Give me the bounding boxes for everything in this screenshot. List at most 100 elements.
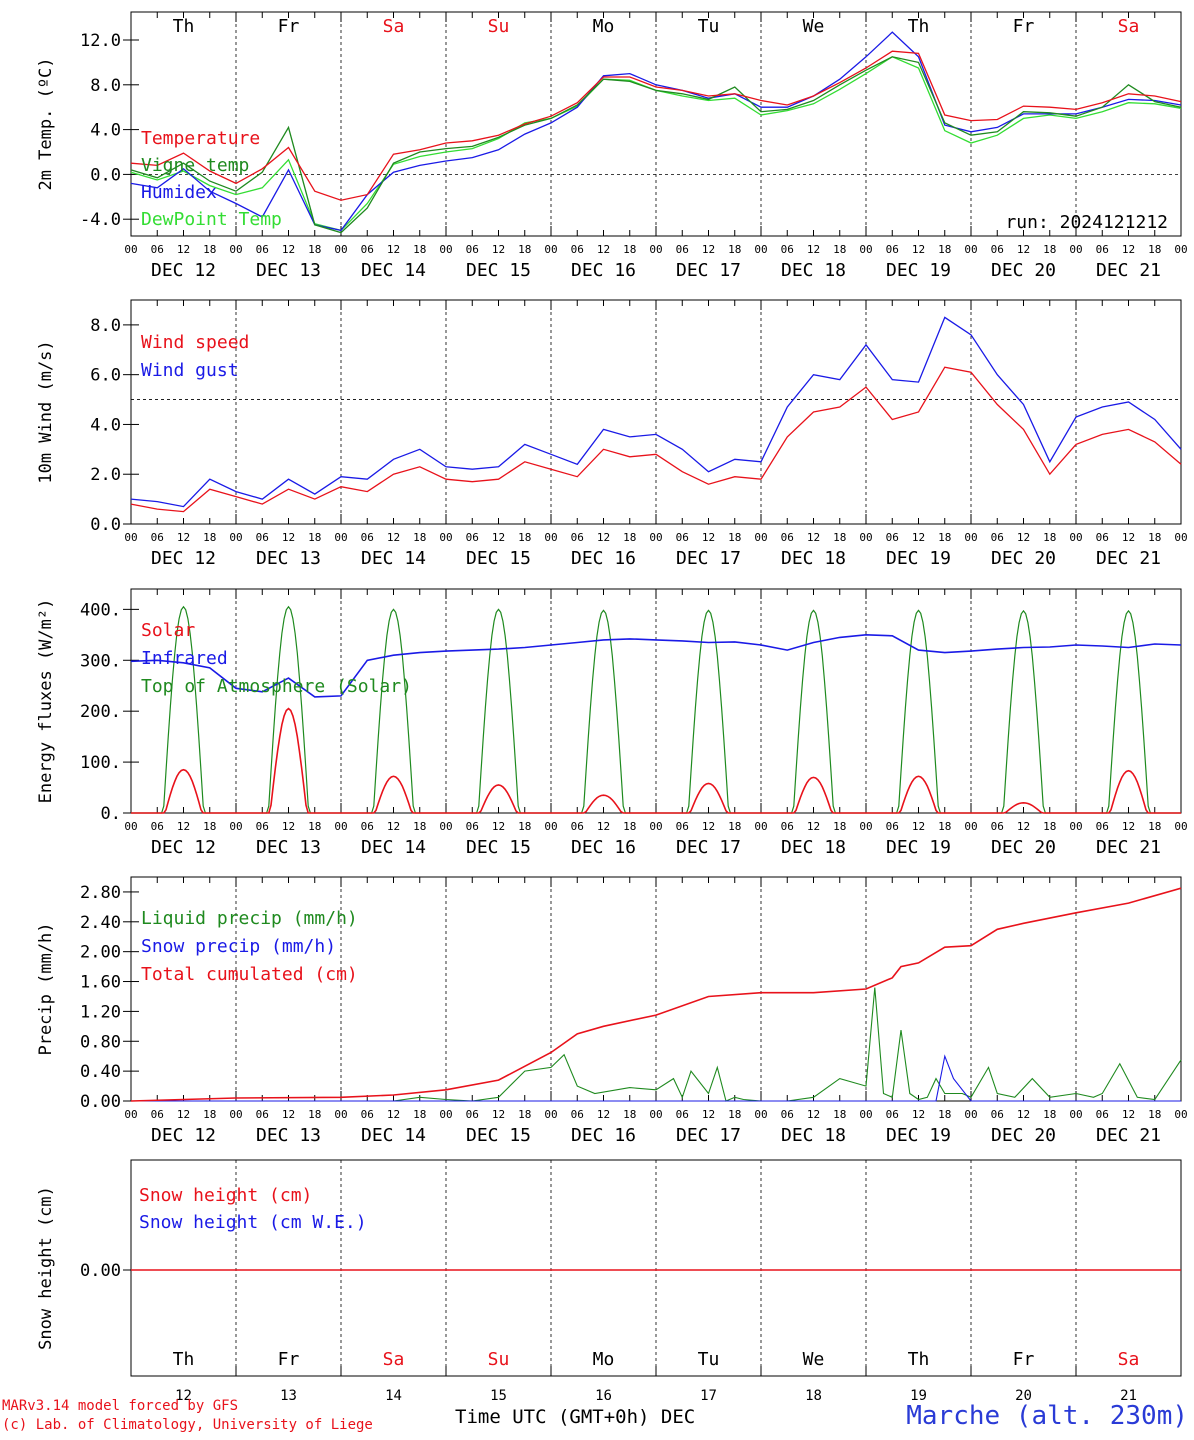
date-label: DEC 18 (781, 1125, 846, 1146)
day-name-label: Fr (1013, 1349, 1035, 1370)
day-number-label: 17 (700, 1388, 717, 1404)
day-name-label: Fr (1013, 16, 1035, 37)
hour-tick-label: 12 (597, 820, 610, 833)
hour-tick-label: 18 (1043, 1108, 1056, 1121)
hour-tick-label: 00 (439, 820, 452, 833)
hour-tick-label: 06 (256, 1108, 269, 1121)
hour-tick-label: 18 (728, 1108, 741, 1121)
hour-tick-label: 12 (1122, 243, 1135, 256)
day-number-label: 21 (1120, 1388, 1137, 1404)
series-line (130, 887, 1182, 1102)
hour-tick-label: 00 (859, 1108, 872, 1121)
hour-tick-label: 12 (597, 531, 610, 544)
hour-tick-label: 12 (1122, 531, 1135, 544)
day-number-label: 19 (910, 1388, 927, 1404)
hour-tick-label: 18 (623, 243, 636, 256)
date-label: DEC 21 (1096, 260, 1161, 281)
hour-tick-label: 12 (912, 1108, 925, 1121)
hour-tick-label: 06 (676, 243, 689, 256)
date-label: DEC 14 (361, 837, 426, 858)
legend-entry: Snow precip (mm/h) (141, 936, 336, 957)
hour-tick-label: 00 (229, 243, 242, 256)
date-label: DEC 17 (676, 837, 741, 858)
date-label: DEC 20 (991, 1125, 1056, 1146)
hour-tick-label: 12 (387, 820, 400, 833)
date-label: DEC 21 (1096, 837, 1161, 858)
legend-entry: Snow height (cm W.E.) (139, 1212, 367, 1233)
series-line (236, 707, 341, 814)
hour-tick-label: 00 (439, 531, 452, 544)
hour-tick-label: 00 (439, 243, 452, 256)
hour-tick-label: 06 (151, 243, 164, 256)
hour-tick-label: 00 (1174, 1108, 1187, 1121)
day-name-label: We (803, 1349, 825, 1370)
hour-tick-label: 18 (938, 820, 951, 833)
hour-tick-label: 18 (728, 531, 741, 544)
legend-entry: Total cumulated (cm) (141, 964, 358, 985)
station-name: Marche (alt. 230m) (906, 1401, 1188, 1431)
model-credit: MARv3.14 model forced by GFS (c) Lab. of… (2, 1397, 373, 1435)
hour-tick-label: 18 (203, 1108, 216, 1121)
hour-tick-label: 12 (387, 1108, 400, 1121)
hour-tick-label: 12 (807, 243, 820, 256)
legend-entry: Temperature (141, 128, 260, 149)
y-tick-label: 12.0 (80, 31, 121, 51)
day-name-label: Th (908, 16, 930, 37)
hour-tick-label: 18 (518, 820, 531, 833)
y-tick-label: 400. (80, 600, 121, 620)
hour-tick-label: 00 (649, 820, 662, 833)
legend-entry: Infrared (141, 648, 228, 669)
day-name-label: Mo (593, 1349, 615, 1370)
hour-tick-label: 06 (256, 531, 269, 544)
hour-tick-label: 18 (518, 531, 531, 544)
legend-entry: Wind gust (141, 360, 239, 381)
energy-flux-panel: 0. 100. 200. 300. 400. Energy fluxes (W/m²) So… (36, 588, 1188, 858)
date-label: DEC 19 (886, 1125, 951, 1146)
date-label: DEC 20 (991, 260, 1056, 281)
hour-tick-label: 18 (938, 243, 951, 256)
date-label: DEC 17 (676, 260, 741, 281)
hour-tick-label: 12 (492, 531, 505, 544)
hour-tick-label: 00 (964, 1108, 977, 1121)
hour-tick-label: 12 (1017, 1108, 1030, 1121)
hour-tick-label: 06 (256, 243, 269, 256)
hour-tick-label: 06 (361, 1108, 374, 1121)
x-axis-title: Time UTC (GMT+0h) DEC (455, 1406, 695, 1428)
plot-frame (130, 299, 1182, 525)
series-line (130, 366, 1182, 513)
series-line (1076, 769, 1181, 814)
date-label: DEC 16 (571, 837, 636, 858)
hour-tick-label: 00 (229, 531, 242, 544)
hour-tick-label: 00 (439, 1108, 452, 1121)
y-tick-label: 1.20 (80, 1002, 121, 1022)
hour-tick-label: 18 (1148, 1108, 1161, 1121)
y-tick-label: 200. (80, 702, 121, 722)
hour-tick-label: 06 (466, 531, 479, 544)
day-name-label: Th (173, 16, 195, 37)
series-line (341, 608, 446, 814)
hour-tick-label: 00 (859, 531, 872, 544)
hour-tick-label: 06 (256, 820, 269, 833)
hour-tick-label: 06 (781, 820, 794, 833)
day-name-label: Mo (593, 16, 615, 37)
hour-tick-label: 12 (1017, 243, 1030, 256)
date-label: DEC 13 (256, 1125, 321, 1146)
date-label: DEC 18 (781, 260, 846, 281)
hour-tick-label: 00 (1069, 243, 1082, 256)
hour-tick-label: 12 (912, 243, 925, 256)
date-label: DEC 19 (886, 548, 951, 569)
hour-tick-label: 00 (964, 531, 977, 544)
hour-tick-label: 06 (676, 820, 689, 833)
hour-tick-label: 00 (544, 820, 557, 833)
hour-tick-label: 12 (702, 1108, 715, 1121)
hour-tick-label: 12 (177, 531, 190, 544)
series-line (551, 794, 656, 814)
y-tick-label: 8.0 (90, 316, 121, 336)
hour-tick-label: 06 (571, 531, 584, 544)
date-label: DEC 16 (571, 260, 636, 281)
hour-tick-label: 12 (807, 1108, 820, 1121)
y-tick-label: 0.00 (80, 1261, 121, 1281)
hour-tick-label: 18 (413, 243, 426, 256)
hour-tick-label: 00 (1069, 820, 1082, 833)
